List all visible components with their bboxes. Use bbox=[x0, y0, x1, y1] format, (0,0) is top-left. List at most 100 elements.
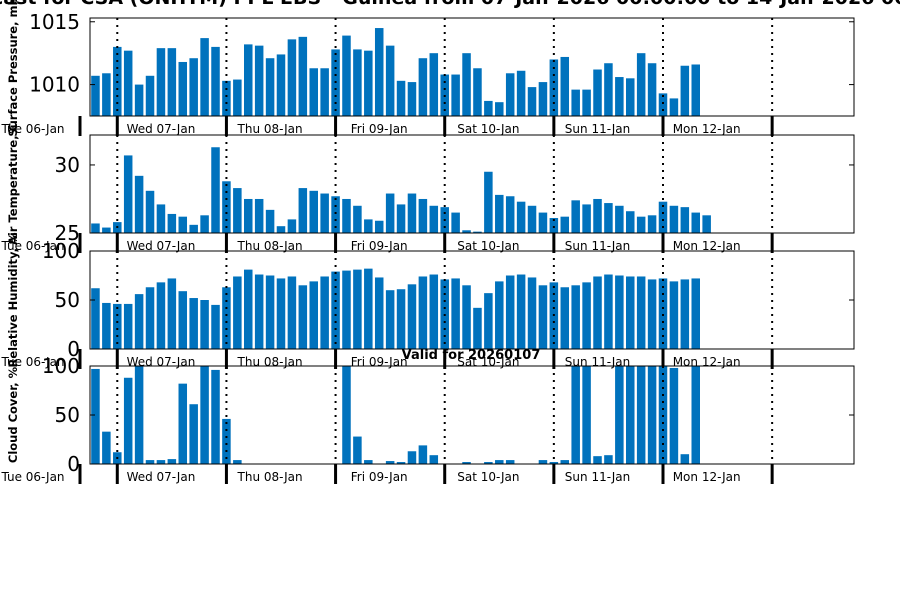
bar bbox=[309, 190, 318, 233]
bar bbox=[134, 294, 144, 349]
bar bbox=[418, 198, 428, 233]
bar bbox=[178, 291, 188, 349]
bar bbox=[396, 289, 406, 349]
bar bbox=[560, 287, 570, 349]
y-axis-label: Cloud Cover, % bbox=[6, 366, 20, 463]
bar bbox=[385, 193, 395, 233]
bar bbox=[287, 219, 297, 233]
bar bbox=[626, 276, 635, 349]
bar bbox=[604, 455, 613, 464]
bar bbox=[298, 285, 308, 349]
bar bbox=[374, 220, 384, 233]
panel-3: 0 50 100 Relative Humidity, %Tue 06-Jan Wed … bbox=[0, 232, 855, 369]
bar bbox=[604, 203, 613, 233]
bar bbox=[429, 205, 439, 233]
y-tick-label: 100 bbox=[42, 239, 80, 263]
bar bbox=[473, 68, 482, 116]
bar bbox=[451, 212, 460, 233]
bar bbox=[189, 404, 198, 464]
bar bbox=[549, 462, 559, 464]
bar bbox=[233, 276, 242, 349]
bar bbox=[429, 455, 439, 464]
bar bbox=[342, 198, 351, 233]
y-tick-label: 0 bbox=[67, 452, 80, 476]
bar bbox=[167, 459, 177, 464]
bar bbox=[658, 278, 668, 349]
y-axis-label: Relative Humidity, % bbox=[6, 232, 20, 367]
bar bbox=[385, 45, 395, 116]
bar bbox=[123, 303, 133, 349]
date-label: Tue 06-Jan bbox=[0, 355, 64, 369]
bar bbox=[615, 275, 624, 349]
bar bbox=[233, 188, 242, 233]
bar bbox=[626, 211, 635, 233]
date-label: Fri 09-Jan bbox=[351, 122, 408, 136]
bar bbox=[145, 75, 155, 116]
bar bbox=[527, 87, 537, 116]
bar bbox=[167, 278, 177, 349]
bar bbox=[658, 93, 668, 116]
valid-for-label: Valid for 20260107 bbox=[402, 348, 541, 363]
bar bbox=[473, 231, 482, 233]
bar bbox=[309, 68, 318, 116]
date-label: Thu 08-Jan bbox=[237, 122, 303, 136]
date-label: Mon 12-Jan bbox=[673, 122, 741, 136]
bar bbox=[233, 79, 242, 116]
bar bbox=[505, 73, 515, 116]
bar bbox=[560, 56, 570, 116]
bar bbox=[134, 84, 144, 116]
bar bbox=[145, 190, 155, 233]
bar bbox=[353, 205, 362, 233]
bar bbox=[691, 366, 700, 464]
date-label: Mon 12-Jan bbox=[673, 355, 741, 369]
bar bbox=[462, 230, 471, 233]
bar bbox=[178, 216, 188, 233]
y-tick-label: 100 bbox=[42, 354, 80, 378]
date-label: Sun 11-Jan bbox=[565, 122, 630, 136]
bar bbox=[669, 205, 679, 233]
bar bbox=[538, 82, 548, 116]
bar bbox=[636, 216, 646, 233]
bar bbox=[178, 383, 188, 464]
bar bbox=[538, 285, 548, 349]
bar bbox=[451, 278, 460, 349]
bar bbox=[189, 58, 198, 116]
bar bbox=[102, 302, 111, 349]
bar bbox=[582, 282, 591, 349]
bar bbox=[156, 282, 166, 349]
bar bbox=[560, 460, 570, 464]
bar bbox=[385, 290, 395, 349]
bar bbox=[560, 216, 570, 233]
bar bbox=[593, 456, 602, 464]
bar bbox=[200, 38, 209, 116]
bar bbox=[571, 200, 580, 233]
bar bbox=[484, 462, 493, 464]
bar bbox=[626, 366, 635, 464]
date-label: Wed 07-Jan bbox=[127, 239, 196, 253]
bar bbox=[647, 279, 657, 349]
bar bbox=[495, 194, 504, 233]
bar bbox=[396, 80, 406, 116]
bar bbox=[484, 293, 493, 349]
bar bbox=[167, 213, 177, 233]
bar bbox=[669, 281, 679, 349]
bar bbox=[385, 461, 395, 464]
bar bbox=[462, 462, 471, 464]
bar bbox=[91, 75, 100, 116]
bar bbox=[702, 215, 711, 233]
bar bbox=[593, 276, 602, 349]
bar bbox=[418, 445, 428, 464]
date-label: Sun 11-Jan bbox=[565, 239, 630, 253]
bar bbox=[342, 270, 351, 349]
bar bbox=[276, 226, 286, 233]
bar bbox=[91, 368, 100, 464]
date-label: Thu 08-Jan bbox=[237, 355, 303, 369]
bar bbox=[505, 460, 515, 464]
bar bbox=[516, 70, 526, 116]
bar bbox=[353, 49, 362, 116]
date-label: Mon 12-Jan bbox=[673, 239, 741, 253]
bar bbox=[342, 35, 351, 117]
bar bbox=[549, 59, 559, 116]
bar bbox=[669, 98, 679, 116]
bar bbox=[254, 274, 264, 349]
